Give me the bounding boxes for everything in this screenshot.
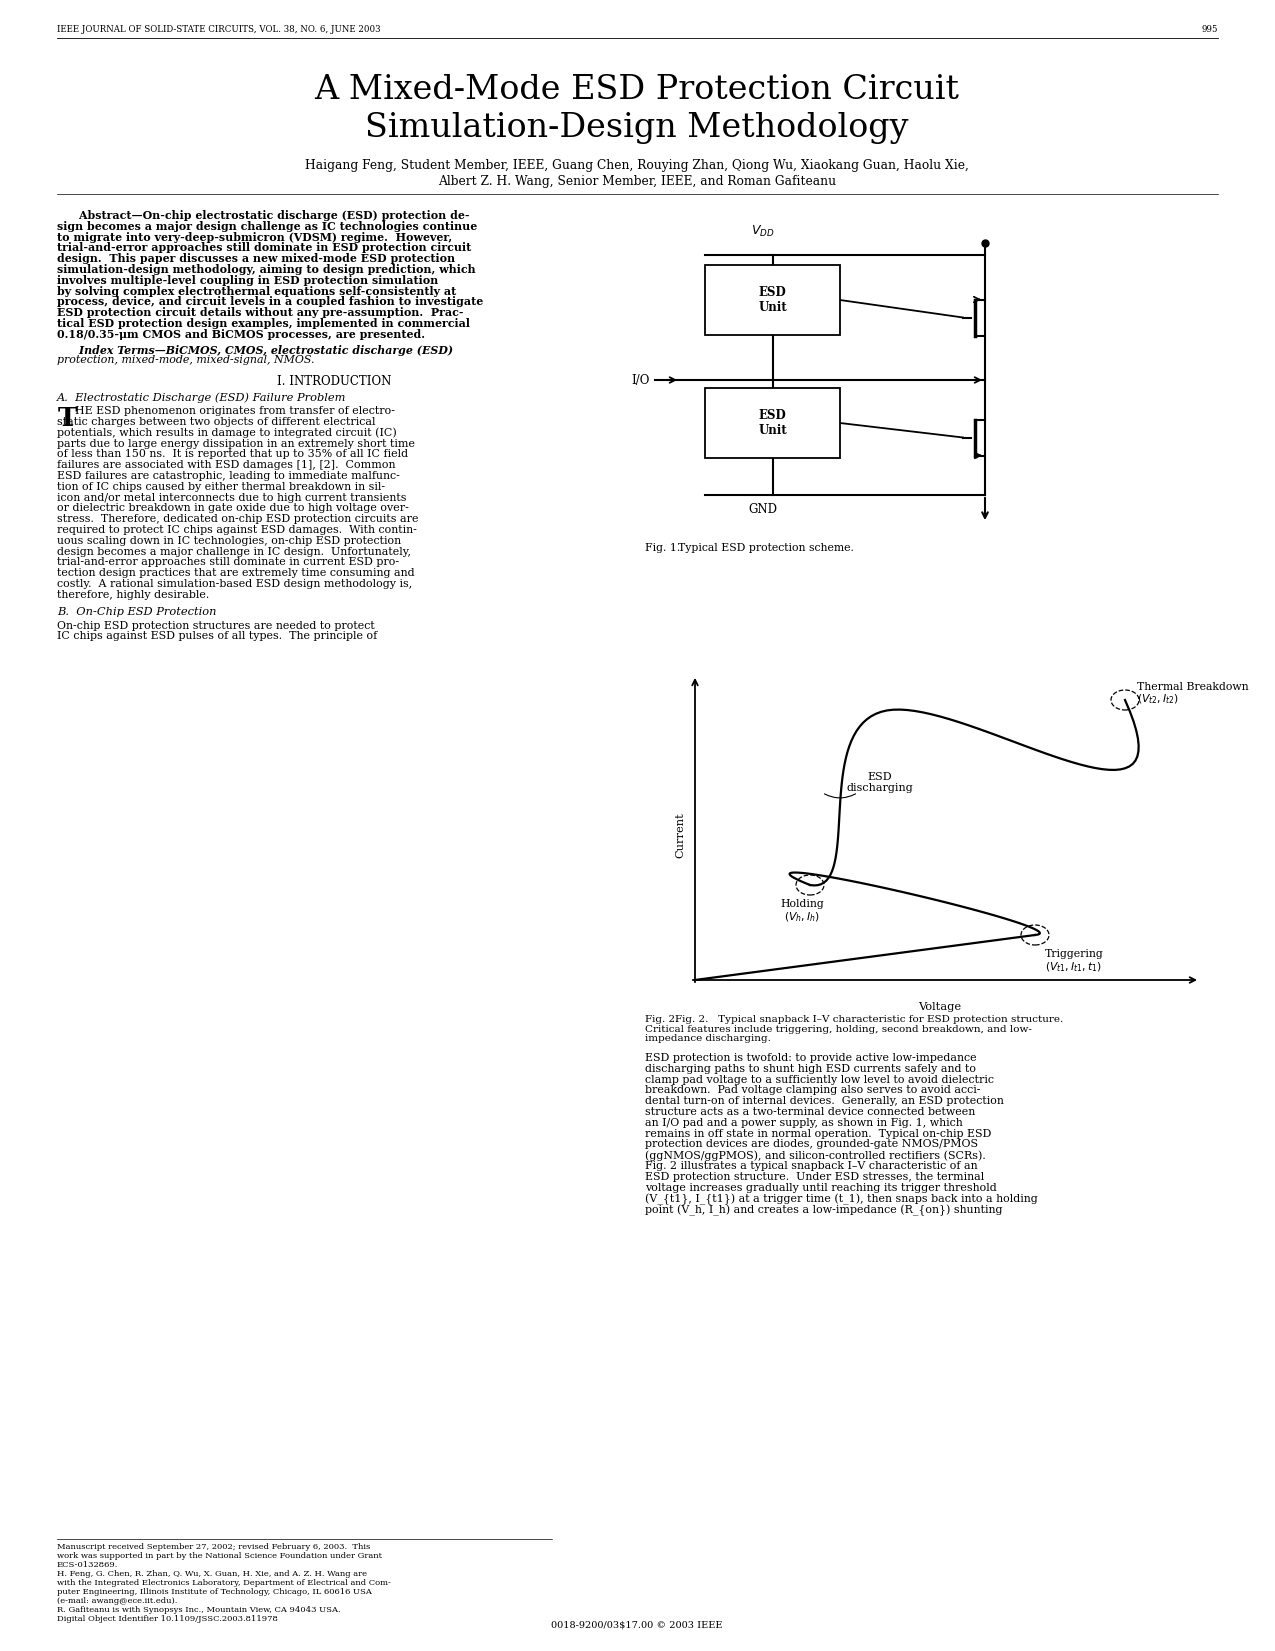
Text: design becomes a major challenge in IC design.  Unfortunately,: design becomes a major challenge in IC d… [57,546,411,556]
Text: structure acts as a two-terminal device connected between: structure acts as a two-terminal device … [645,1108,975,1118]
Text: impedance discharging.: impedance discharging. [645,1034,771,1043]
Text: Thermal Breakdown: Thermal Breakdown [1137,682,1248,692]
Text: or dielectric breakdown in gate oxide due to high voltage over-: or dielectric breakdown in gate oxide du… [57,504,409,513]
Text: Fig. 2.: Fig. 2. [645,1015,678,1024]
Text: tical ESD protection design examples, implemented in commercial: tical ESD protection design examples, im… [57,319,470,329]
Text: protection devices are diodes, grounded-gate NMOS/PMOS: protection devices are diodes, grounded-… [645,1139,978,1149]
Text: stress.  Therefore, dedicated on-chip ESD protection circuits are: stress. Therefore, dedicated on-chip ESD… [57,513,418,523]
Text: Digital Object Identifier 10.1109/JSSC.2003.811978: Digital Object Identifier 10.1109/JSSC.2… [57,1615,278,1623]
Text: by solving complex electrothermal equations self-consistently at: by solving complex electrothermal equati… [57,286,456,297]
Text: ESD
Unit: ESD Unit [759,409,787,438]
Text: process, device, and circuit levels in a coupled fashion to investigate: process, device, and circuit levels in a… [57,297,483,307]
Text: Holding: Holding [780,900,824,910]
Text: puter Engineering, Illinois Institute of Technology, Chicago, IL 60616 USA: puter Engineering, Illinois Institute of… [57,1588,372,1597]
Text: ESD protection structure.  Under ESD stresses, the terminal: ESD protection structure. Under ESD stre… [645,1172,984,1182]
Text: B.  On-Chip ESD Protection: B. On-Chip ESD Protection [57,606,217,616]
Text: $(V_{t1}, I_{t1}, t_1)$: $(V_{t1}, I_{t1}, t_1)$ [1046,959,1102,974]
Text: Haigang Feng,                              , Guang Chen, Rouying Zhan, Qiong Wu,: Haigang Feng, , Guang Chen, Rouying Zhan… [321,158,954,172]
Text: Simulation-Design Methodology: Simulation-Design Methodology [365,112,909,144]
Text: Haigang Feng, Student Member, IEEE, Guang Chen, Rouying Zhan, Qiong Wu, Xiaokang: Haigang Feng, Student Member, IEEE, Guan… [305,158,969,172]
Text: 0018-9200/03$17.00 © 2003 IEEE: 0018-9200/03$17.00 © 2003 IEEE [551,1620,723,1630]
Text: HE ESD phenomenon originates from transfer of electro-: HE ESD phenomenon originates from transf… [75,406,395,416]
Text: On-chip ESD protection structures are needed to protect: On-chip ESD protection structures are ne… [57,621,375,631]
Text: A Mixed-Mode ESD Protection Circuit: A Mixed-Mode ESD Protection Circuit [315,74,960,106]
Text: Fig. 2.   Typical snapback I–V characteristic for ESD protection structure.: Fig. 2. Typical snapback I–V characteris… [674,1015,1063,1024]
Text: 995: 995 [1201,25,1218,35]
Text: Voltage: Voltage [918,1002,961,1012]
Text: $V_{DD}$: $V_{DD}$ [751,225,774,239]
Text: an I/O pad and a power supply, as shown in Fig. 1, which: an I/O pad and a power supply, as shown … [645,1118,963,1128]
Text: remains in off state in normal operation.  Typical on-chip ESD: remains in off state in normal operation… [645,1129,992,1139]
Text: required to protect IC chips against ESD damages.  With contin-: required to protect IC chips against ESD… [57,525,417,535]
Text: I. INTRODUCTION: I. INTRODUCTION [278,375,391,388]
Text: ESD
discharging: ESD discharging [847,771,913,792]
Text: (e-mail: awang@ece.iit.edu).: (e-mail: awang@ece.iit.edu). [57,1597,177,1605]
Text: dental turn-on of internal devices.  Generally, an ESD protection: dental turn-on of internal devices. Gene… [645,1096,1003,1106]
Text: simulation-design methodology, aiming to design prediction, which: simulation-design methodology, aiming to… [57,264,476,276]
Text: IC chips against ESD pulses of all types.  The principle of: IC chips against ESD pulses of all types… [57,631,377,641]
Text: tion of IC chips caused by either thermal breakdown in sil-: tion of IC chips caused by either therma… [57,482,385,492]
Text: T: T [57,406,78,431]
Text: clamp pad voltage to a sufficiently low level to avoid dielectric: clamp pad voltage to a sufficiently low … [645,1075,994,1085]
Text: point (V_h, I_h) and creates a low-impedance (R_{on}) shunting: point (V_h, I_h) and creates a low-imped… [645,1204,1002,1215]
Text: breakdown.  Pad voltage clamping also serves to avoid acci-: breakdown. Pad voltage clamping also ser… [645,1085,980,1095]
Text: ECS-0132869.: ECS-0132869. [57,1560,119,1568]
Text: protection, mixed-mode, mixed-signal, NMOS.: protection, mixed-mode, mixed-signal, NM… [57,355,315,365]
Text: Current: Current [674,812,685,859]
Text: $(V_{t2}, I_{t2})$: $(V_{t2}, I_{t2})$ [1137,692,1179,707]
Text: voltage increases gradually until reaching its trigger threshold: voltage increases gradually until reachi… [645,1182,997,1192]
Text: trial-and-error approaches still dominate in current ESD pro-: trial-and-error approaches still dominat… [57,558,399,568]
Text: parts due to large energy dissipation in an extremely short time: parts due to large energy dissipation in… [57,439,414,449]
Bar [705,266,840,335]
Bar [705,388,840,457]
Text: Critical features include triggering, holding, second breakdown, and low-: Critical features include triggering, ho… [645,1025,1031,1034]
Text: work was supported in part by the National Science Foundation under Grant: work was supported in part by the Nation… [57,1552,382,1560]
Text: A.  Electrostatic Discharge (ESD) Failure Problem: A. Electrostatic Discharge (ESD) Failure… [57,393,347,403]
Text: design.  This paper discusses a new mixed-mode ESD protection: design. This paper discusses a new mixed… [57,253,455,264]
Text: icon and/or metal interconnects due to high current transients: icon and/or metal interconnects due to h… [57,492,407,502]
Text: ESD protection circuit details without any pre-assumption.  Prac-: ESD protection circuit details without a… [57,307,464,319]
Text: uous scaling down in IC technologies, on-chip ESD protection: uous scaling down in IC technologies, on… [57,537,402,546]
Text: discharging paths to shunt high ESD currents safely and to: discharging paths to shunt high ESD curr… [645,1063,975,1073]
Text: with the Integrated Electronics Laboratory, Department of Electrical and Com-: with the Integrated Electronics Laborato… [57,1578,391,1587]
Text: sign becomes a major design challenge as IC technologies continue: sign becomes a major design challenge as… [57,221,477,231]
Text: Abstract—On-chip electrostatic discharge (ESD) protection de-: Abstract—On-chip electrostatic discharge… [57,210,469,221]
Text: Fig. 1.: Fig. 1. [645,543,681,553]
Text: (V_{t1}, I_{t1}) at a trigger time (t_1), then snaps back into a holding: (V_{t1}, I_{t1}) at a trigger time (t_1)… [645,1194,1038,1205]
Text: H. Feng, G. Chen, R. Zhan, Q. Wu, X. Guan, H. Xie, and A. Z. H. Wang are: H. Feng, G. Chen, R. Zhan, Q. Wu, X. Gua… [57,1570,367,1578]
Text: ESD protection is twofold: to provide active low-impedance: ESD protection is twofold: to provide ac… [645,1053,977,1063]
Text: to migrate into very-deep-submicron (VDSM) regime.  However,: to migrate into very-deep-submicron (VDS… [57,231,453,243]
Text: tection design practices that are extremely time consuming and: tection design practices that are extrem… [57,568,414,578]
Text: 0.18/0.35-μm CMOS and BiCMOS processes, are presented.: 0.18/0.35-μm CMOS and BiCMOS processes, … [57,329,425,340]
Text: Typical ESD protection scheme.: Typical ESD protection scheme. [678,543,854,553]
Text: of less than 150 ns.  It is reported that up to 35% of all IC field: of less than 150 ns. It is reported that… [57,449,408,459]
Text: costly.  A rational simulation-based ESD design methodology is,: costly. A rational simulation-based ESD … [57,580,412,589]
Text: Triggering: Triggering [1046,949,1104,959]
Text: ESD
Unit: ESD Unit [759,286,787,314]
Text: involves multiple-level coupling in ESD protection simulation: involves multiple-level coupling in ESD … [57,274,439,286]
Text: failures are associated with ESD damages [1], [2].  Common: failures are associated with ESD damages… [57,461,395,471]
Text: Albert Z. H. Wang, Senior Member, IEEE, and Roman Gafiteanu: Albert Z. H. Wang, Senior Member, IEEE, … [437,175,836,188]
Text: Fig. 2 illustrates a typical snapback I–V characteristic of an: Fig. 2 illustrates a typical snapback I–… [645,1161,978,1171]
Text: therefore, highly desirable.: therefore, highly desirable. [57,589,209,599]
Text: static charges between two objects of different electrical: static charges between two objects of di… [57,418,376,428]
Text: (ggNMOS/ggPMOS), and silicon-controlled rectifiers (SCRs).: (ggNMOS/ggPMOS), and silicon-controlled … [645,1151,986,1161]
Text: trial-and-error approaches still dominate in ESD protection circuit: trial-and-error approaches still dominat… [57,243,472,253]
Text: Index Terms—BiCMOS, CMOS, electrostatic discharge (ESD): Index Terms—BiCMOS, CMOS, electrostatic … [57,345,453,355]
Text: potentials, which results in damage to integrated circuit (IC): potentials, which results in damage to i… [57,428,397,438]
Text: $(V_h, I_h)$: $(V_h, I_h)$ [784,910,820,923]
Text: GND: GND [748,504,776,517]
Text: R. Gafiteanu is with Synopsys Inc., Mountain View, CA 94043 USA.: R. Gafiteanu is with Synopsys Inc., Moun… [57,1606,340,1615]
Text: Manuscript received September 27, 2002; revised February 6, 2003.  This: Manuscript received September 27, 2002; … [57,1544,370,1550]
Text: IEEE JOURNAL OF SOLID-STATE CIRCUITS, VOL. 38, NO. 6, JUNE 2003: IEEE JOURNAL OF SOLID-STATE CIRCUITS, VO… [57,25,380,35]
Text: I/O: I/O [631,373,650,386]
Text: ESD failures are catastrophic, leading to immediate malfunc-: ESD failures are catastrophic, leading t… [57,471,400,480]
